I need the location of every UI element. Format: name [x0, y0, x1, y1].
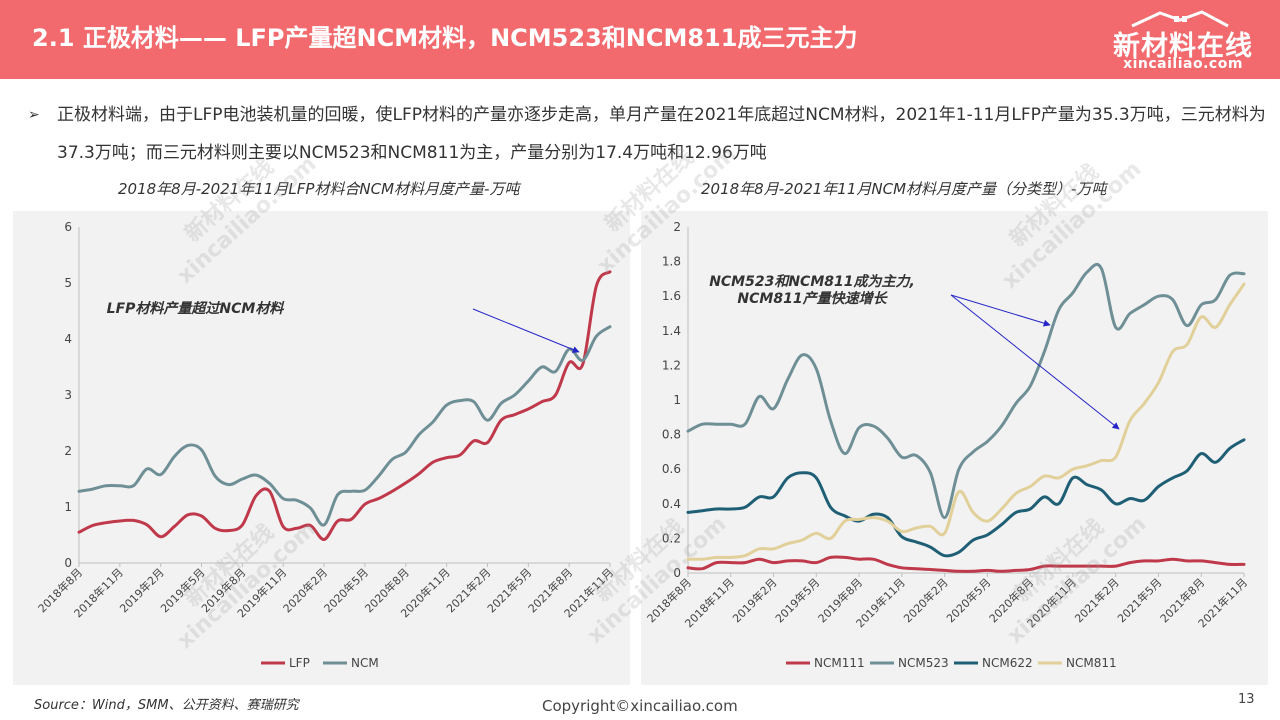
chart1-y-tick-label: 0	[64, 556, 72, 570]
chart1-title: 2018年8月-2021年11月LFP材料合NCM材料月度产量-万吨	[118, 180, 520, 198]
arrow-bullet-icon: ➢	[28, 107, 40, 123]
chart1-y-tick-label: 6	[64, 220, 72, 234]
chart2-annotation-text: NCM523和NCM811成为主力,	[709, 273, 915, 290]
chart1-annotation-arrow	[472, 308, 580, 353]
chart2-legend-label-ncm811: NCM811	[1066, 656, 1117, 670]
chart2-y-tick-label: 1.6	[662, 289, 681, 303]
chart1-y-tick-label: 4	[64, 332, 72, 346]
chart1-annotation-text: LFP材料产量超过NCM材料	[107, 300, 286, 317]
chart2-annotation-arrow	[950, 294, 1051, 327]
chart1-svg: 01234562018年8月2018年11月2019年2月2019年5月2019…	[35, 220, 616, 670]
chart1-panel: 0 1 2 3 4 5 6 2018年8月 2018年11月 2019年2月 2019年5月 2019…	[13, 211, 630, 685]
chart1-y-tick-label: 1	[64, 500, 72, 514]
chart1-y-tick-label: 5	[64, 276, 72, 290]
chart2-y-tick-label: 0.4	[662, 497, 681, 511]
chart2-panel: 0 0.2 0.4 0.6 0.8 1 1.2 1.4 1.6 1.8 2 2018年8月 2018年1…	[641, 211, 1268, 685]
chart2-series-line-ncm111	[686, 555, 1246, 573]
chart1-y-tick-label: 3	[64, 388, 72, 402]
logo-roof-icon	[1131, 10, 1229, 28]
chart2-annotation-arrow	[950, 294, 1120, 430]
chart2-x-tick-label: 2019年2月	[729, 575, 779, 625]
chart2-y-tick-label: 1.2	[662, 358, 681, 372]
chart2-y-tick-label: 0.6	[662, 462, 681, 476]
logo-text-en: xincailiao.com	[1123, 56, 1243, 72]
bullet-text: 正极材料端，由于LFP电池装机量的回暖，使LFP材料的产量亦逐步走高，单月产量在…	[57, 105, 1266, 163]
chart2-x-tick-label: 2020年5月	[943, 575, 993, 625]
chart2-y-tick-label: 1	[673, 393, 681, 407]
chart2-legend-label-ncm111: NCM111	[814, 656, 865, 670]
chart2-x-tick-label: 2021年5月	[1114, 575, 1164, 625]
page-number: 13	[1238, 692, 1255, 707]
chart2-series-line-ncm622	[686, 438, 1246, 558]
copyright: Copyright©xincailiao.com	[542, 697, 738, 715]
logo-text-cn: 新材料在线	[1113, 31, 1253, 62]
header-bar: 2.1 正极材料—— LFP产量超NCM材料，NCM523和NCM811成三元主…	[0, 0, 1280, 79]
chart2-y-tick-label: 1.8	[662, 255, 681, 269]
chart2-x-tick-label: 2019年5月	[772, 575, 822, 625]
chart2-title: 2018年8月-2021年11月NCM材料月度产量（分类型）-万吨	[701, 180, 1107, 198]
chart2-svg: 00.20.40.60.811.21.41.61.822018年8月2018年1…	[644, 220, 1250, 670]
chart2-y-tick-label: 1.4	[662, 324, 681, 338]
chart2-y-tick-label: 0.2	[662, 531, 681, 545]
chart2-annotation-text: NCM811产量快速增长	[737, 290, 888, 307]
chart2-legend-label-ncm523: NCM523	[898, 656, 949, 670]
chart1-legend-label-lfp: LFP	[289, 656, 310, 670]
page-title: 2.1 正极材料—— LFP产量超NCM材料，NCM523和NCM811成三元主…	[32, 24, 858, 52]
chart2-series-line-ncm523	[686, 262, 1246, 520]
chart2-legend-label-ncm622: NCM622	[982, 656, 1033, 670]
chart1-legend-label-ncm: NCM	[351, 656, 379, 670]
chart1-y-tick-label: 2	[64, 444, 72, 458]
chart2-x-tick-label: 2020年2月	[901, 575, 951, 625]
source-note: Source：Wind，SMM、公开资料、赛瑞研究	[34, 698, 299, 713]
chart2-y-tick-label: 0.8	[662, 428, 681, 442]
chart2-y-tick-label: 0	[673, 566, 681, 580]
chart2-series-line-ncm811	[686, 282, 1246, 561]
chart1-series-line-lfp	[77, 270, 612, 541]
chart1-series-line-ncm	[77, 325, 612, 527]
chart2-y-tick-label: 2	[673, 220, 681, 234]
logo: 新材料在线 xincailiao.com	[1108, 6, 1258, 72]
